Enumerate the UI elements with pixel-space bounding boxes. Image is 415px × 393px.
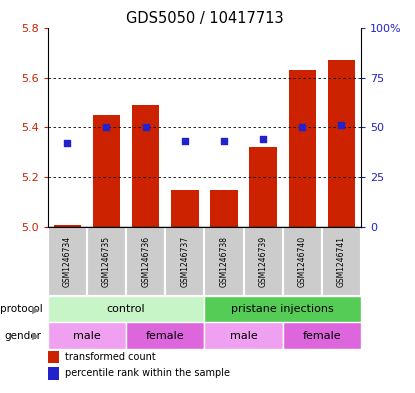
Point (338, 122, 345, 129)
Bar (244, 228, 283, 296)
Bar (205, 228, 244, 296)
Text: ▶: ▶ (32, 304, 39, 314)
Point (103, 124, 110, 130)
Text: ▶: ▶ (32, 331, 39, 341)
Point (142, 124, 149, 130)
Bar (249, 147, 277, 228)
Text: percentile rank within the sample: percentile rank within the sample (65, 368, 230, 378)
Text: protocol: protocol (0, 304, 43, 314)
Title: GDS5050 / 10417713: GDS5050 / 10417713 (126, 11, 283, 26)
Point (221, 138, 227, 145)
Text: female: female (146, 331, 185, 341)
Bar (132, 105, 159, 228)
Text: male: male (229, 331, 257, 341)
Text: GSM1246737: GSM1246737 (180, 236, 189, 287)
Bar (165, 228, 204, 296)
Bar (48, 323, 126, 349)
Bar (48, 228, 87, 296)
Text: GSM1246740: GSM1246740 (298, 236, 307, 287)
Text: GSM1246741: GSM1246741 (337, 236, 346, 287)
Bar (87, 228, 126, 296)
Bar (283, 228, 322, 296)
Bar (171, 190, 198, 228)
Point (260, 136, 266, 143)
Text: pristane injections: pristane injections (231, 304, 334, 314)
Point (64, 140, 71, 147)
Text: transformed count: transformed count (65, 352, 156, 362)
Bar (283, 323, 361, 349)
Bar (54, 225, 81, 228)
Text: control: control (107, 304, 145, 314)
Bar (48, 296, 205, 323)
Text: female: female (303, 331, 341, 341)
Bar (126, 228, 165, 296)
Bar (205, 296, 361, 323)
Bar (322, 228, 361, 296)
Bar (48, 367, 59, 380)
Bar (288, 70, 316, 228)
Text: GSM1246736: GSM1246736 (141, 236, 150, 287)
Text: GSM1246739: GSM1246739 (259, 236, 268, 287)
Point (181, 138, 188, 145)
Bar (126, 323, 205, 349)
Text: GSM1246734: GSM1246734 (63, 236, 72, 287)
Bar (328, 60, 355, 228)
Text: GSM1246735: GSM1246735 (102, 236, 111, 287)
Point (299, 124, 305, 130)
Text: GSM1246738: GSM1246738 (220, 236, 229, 287)
Bar (48, 351, 59, 364)
Bar (205, 323, 283, 349)
Text: male: male (73, 331, 101, 341)
Bar (210, 190, 238, 228)
Bar (93, 115, 120, 228)
Text: gender: gender (4, 331, 41, 341)
